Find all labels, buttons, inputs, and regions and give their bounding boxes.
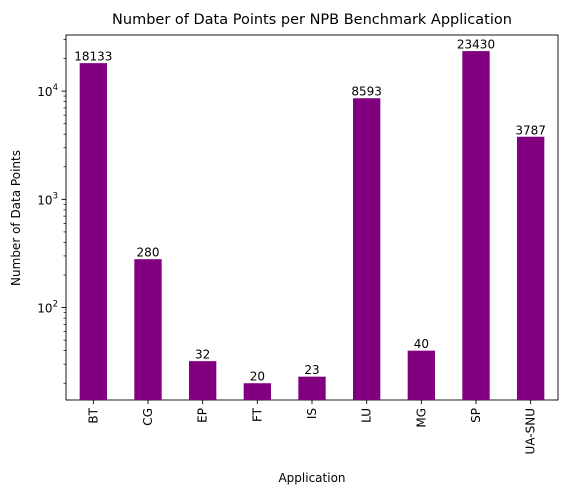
y-tick-base: 10 <box>37 302 52 316</box>
x-tick-label-ua-snu: UA-SNU <box>524 408 538 454</box>
y-tick-base: 10 <box>37 193 52 207</box>
value-label-cg: 280 <box>137 246 160 260</box>
bar-cg <box>134 259 162 400</box>
bar-ua-snu <box>517 136 545 400</box>
x-tick-label-mg: MG <box>414 408 428 428</box>
value-label-sp: 23430 <box>457 38 495 52</box>
y-tick-label-1e2: 102 <box>37 300 58 316</box>
y-tick-base: 10 <box>37 85 52 99</box>
x-tick-label-ep: EP <box>196 408 210 423</box>
value-labels-group: 18133 280 32 20 23 8593 40 23430 3787 <box>74 38 546 384</box>
chart-title: Number of Data Points per NPB Benchmark … <box>112 12 512 28</box>
value-label-ua-snu: 3787 <box>515 123 546 137</box>
value-label-bt: 18133 <box>74 50 112 64</box>
value-label-mg: 40 <box>414 337 429 351</box>
y-tick-label-1e4: 104 <box>37 83 58 99</box>
bar-is <box>298 376 326 400</box>
y-tick-label-1e3: 103 <box>37 191 58 207</box>
y-tick-exponent: 3 <box>53 191 58 201</box>
x-axis-label: Application <box>278 471 345 485</box>
bar-bt <box>79 63 107 400</box>
bar-ep <box>189 361 217 400</box>
x-tick-label-bt: BT <box>86 407 100 423</box>
y-tick-exponent: 4 <box>53 83 58 93</box>
x-tick-label-lu: LU <box>360 408 374 423</box>
x-axis: BT CG EP FT IS LU MG SP UA-SNU <box>86 400 538 454</box>
bar-lu <box>353 98 381 400</box>
value-label-ep: 32 <box>195 348 210 362</box>
y-axis-label: Number of Data Points <box>9 150 23 286</box>
x-tick-label-sp: SP <box>469 408 483 423</box>
x-tick-label-ft: FT <box>250 407 264 422</box>
x-tick-label-is: IS <box>305 408 319 419</box>
bar-sp <box>462 51 490 400</box>
y-tick-exponent: 2 <box>53 300 58 310</box>
bar-ft <box>243 383 271 400</box>
x-tick-label-cg: CG <box>141 408 155 426</box>
value-label-ft: 20 <box>250 370 265 384</box>
bars-group <box>79 51 545 400</box>
value-label-lu: 8593 <box>351 85 382 99</box>
value-label-is: 23 <box>304 363 319 377</box>
bar-mg <box>407 350 435 400</box>
